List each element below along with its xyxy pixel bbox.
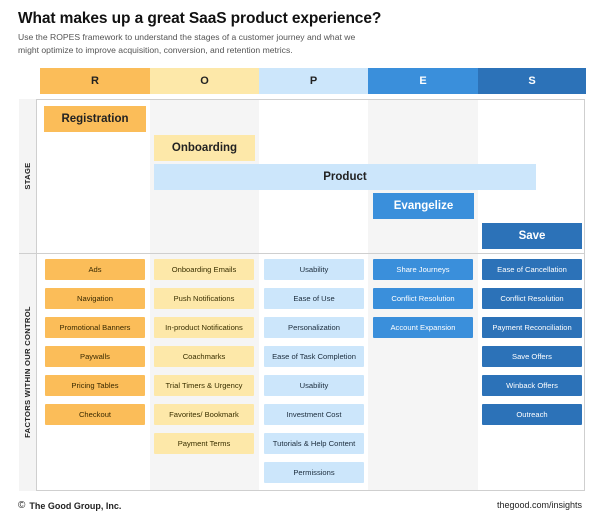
footer-url[interactable]: thegood.com/insights bbox=[496, 500, 582, 510]
page-title: What makes up a great SaaS product exper… bbox=[18, 10, 382, 27]
factor-e-conflict-resolution: Conflict Resolution bbox=[373, 288, 473, 309]
column-header-r: R bbox=[40, 68, 150, 94]
factor-s-ease-of-cancellation: Ease of Cancellation bbox=[482, 259, 582, 280]
factor-p-usability: Usability bbox=[264, 259, 364, 280]
column-header-o: O bbox=[150, 68, 259, 94]
factor-o-coachmarks: Coachmarks bbox=[154, 346, 254, 367]
factor-r-checkout: Checkout bbox=[45, 404, 145, 425]
stage-onboarding: Onboarding bbox=[154, 135, 255, 161]
factor-o-trial-timers: Trial Timers & Urgency bbox=[154, 375, 254, 396]
factor-r-pricing-tables: Pricing Tables bbox=[45, 375, 145, 396]
factor-o-payment-terms: Payment Terms bbox=[154, 433, 254, 454]
row-label-factors: FACTORS WITHIN OUR CONTROL bbox=[23, 306, 32, 438]
factor-r-ads: Ads bbox=[45, 259, 145, 280]
stage-registration: Registration bbox=[44, 106, 146, 132]
factor-e-account-expansion: Account Expansion bbox=[373, 317, 473, 338]
row-label-stage: STAGE bbox=[23, 162, 32, 190]
column-header-p: P bbox=[259, 68, 368, 94]
factor-s-outreach: Outreach bbox=[482, 404, 582, 425]
factor-p-ease-of-task-completion: Ease of Task Completion bbox=[264, 346, 364, 367]
page-subtitle: Use the ROPES framework to understand th… bbox=[18, 32, 356, 55]
factor-p-personalization: Personalization bbox=[264, 317, 364, 338]
stage-evangelize: Evangelize bbox=[373, 193, 474, 219]
stage-product: Product bbox=[154, 164, 536, 190]
column-header-e: E bbox=[368, 68, 478, 94]
factor-p-usability-2: Usability bbox=[264, 375, 364, 396]
row-divider bbox=[19, 253, 585, 254]
factor-o-in-product-notifications: In-product Notifications bbox=[154, 317, 254, 338]
copyright-icon: © bbox=[18, 500, 26, 511]
footer-company: © The Good Group, Inc. bbox=[18, 500, 121, 511]
factor-p-ease-of-use: Ease of Use bbox=[264, 288, 364, 309]
footer-company-name: The Good Group, Inc. bbox=[29, 500, 122, 511]
factor-r-navigation: Navigation bbox=[45, 288, 145, 309]
factor-o-onboarding-emails: Onboarding Emails bbox=[154, 259, 254, 280]
factor-s-payment-reconciliation: Payment Reconciliation bbox=[482, 317, 582, 338]
factor-p-permissions: Permissions bbox=[264, 462, 364, 483]
factor-p-tutorials-help-content: Tutorials & Help Content bbox=[264, 433, 364, 454]
factor-s-save-offers: Save Offers bbox=[482, 346, 582, 367]
factor-o-push-notifications: Push Notifications bbox=[154, 288, 254, 309]
stage-save: Save bbox=[482, 223, 582, 249]
factor-s-winback-offers: Winback Offers bbox=[482, 375, 582, 396]
factor-r-promotional-banners: Promotional Banners bbox=[45, 317, 145, 338]
factor-s-conflict-resolution: Conflict Resolution bbox=[482, 288, 582, 309]
factor-e-share-journeys: Share Journeys bbox=[373, 259, 473, 280]
factor-p-investment-cost: Investment Cost bbox=[264, 404, 364, 425]
row-label-column bbox=[19, 99, 37, 491]
factor-o-favorites-bookmark: Favorites/ Bookmark bbox=[154, 404, 254, 425]
column-header-s: S bbox=[478, 68, 586, 94]
factor-r-paywalls: Paywalls bbox=[45, 346, 145, 367]
